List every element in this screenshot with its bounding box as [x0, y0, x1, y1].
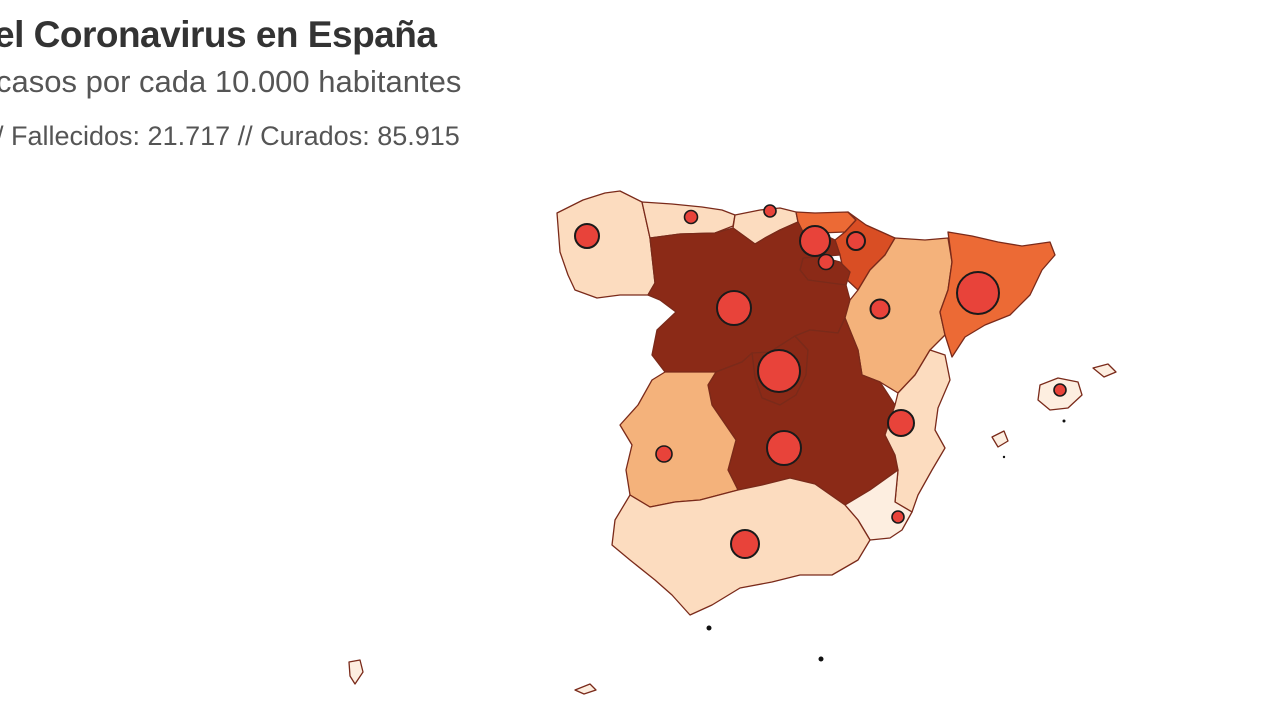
marker-islet-2 — [1002, 455, 1006, 459]
marker-ceuta[interactable] — [706, 625, 712, 631]
bubble-baleares[interactable] — [1053, 383, 1067, 397]
bubble-asturias[interactable] — [683, 209, 699, 225]
bubble-cantabria[interactable] — [763, 204, 777, 218]
bubble-aragon[interactable] — [869, 298, 891, 320]
bubble-castilla-y-leon[interactable] — [716, 290, 752, 326]
map-subtitle: casos por cada 10.000 habitantes — [0, 64, 462, 99]
stats-summary: / Fallecidos: 21.717 // Curados: 85.915 — [0, 121, 460, 151]
bubble-murcia[interactable] — [891, 510, 905, 524]
region-canarias-island[interactable] — [348, 659, 364, 685]
region-canarias-islet[interactable] — [574, 683, 597, 695]
bubble-la-rioja[interactable] — [817, 253, 835, 271]
bubble-castilla-la-mancha[interactable] — [766, 430, 802, 466]
region-baleares-ibiza[interactable] — [991, 430, 1009, 448]
region-baleares-menorca[interactable] — [1092, 363, 1117, 378]
bubble-cataluna[interactable] — [956, 271, 1000, 315]
region-galicia[interactable] — [556, 190, 656, 299]
bubble-andalucia[interactable] — [730, 529, 760, 559]
region-navarra[interactable] — [834, 211, 896, 291]
bubble-madrid[interactable] — [757, 349, 801, 393]
marker-islet — [1062, 419, 1066, 423]
bubble-navarra[interactable] — [846, 231, 866, 251]
bubble-galicia[interactable] — [574, 223, 600, 249]
bubble-comunidad-valenciana[interactable] — [887, 409, 915, 437]
map-title: el Coronavirus en España — [0, 14, 437, 55]
bubble-pais-vasco[interactable] — [799, 225, 831, 257]
bubble-extremadura[interactable] — [655, 445, 673, 463]
marker-melilla[interactable] — [818, 656, 824, 662]
